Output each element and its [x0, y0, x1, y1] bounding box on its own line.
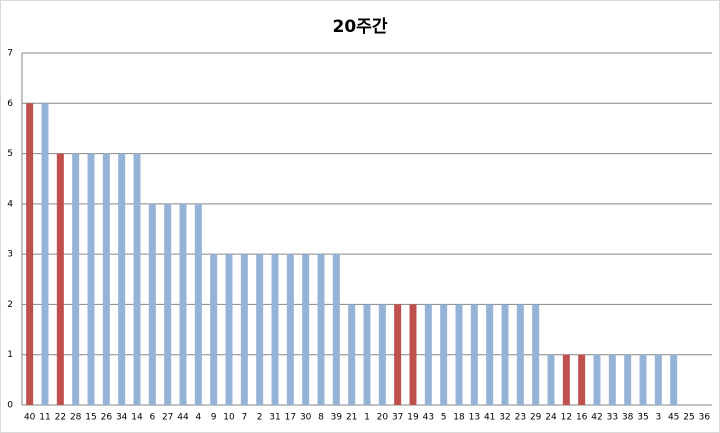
x-tick-label: 40: [24, 413, 36, 423]
bar: [256, 254, 264, 405]
x-tick-label: 36: [699, 413, 711, 423]
bar: [72, 153, 80, 405]
bar: [317, 254, 325, 405]
x-tick-label: 8: [318, 413, 324, 423]
bar: [164, 203, 172, 405]
x-tick-label: 13: [469, 413, 480, 423]
x-tick-label: 12: [561, 413, 572, 423]
bar: [133, 153, 141, 405]
bar: [501, 304, 509, 405]
bar: [41, 103, 49, 406]
x-tick-label: 1: [364, 413, 370, 423]
bar: [286, 254, 294, 405]
bar: [348, 304, 356, 405]
bar: [225, 254, 233, 405]
x-tick-label: 27: [162, 413, 173, 423]
bar: [608, 354, 616, 405]
bar: [210, 254, 218, 405]
x-tick-label: 11: [39, 413, 50, 423]
x-tick-label: 38: [622, 413, 634, 423]
bar: [194, 203, 202, 405]
bar: [532, 304, 540, 405]
bar: [378, 304, 386, 405]
bar: [547, 354, 555, 405]
bar: [363, 304, 371, 405]
bar: [87, 153, 95, 405]
bar: [148, 203, 156, 405]
x-tick-label: 39: [331, 413, 343, 423]
bar: [409, 304, 417, 405]
y-tick-label: 7: [7, 49, 13, 59]
x-tick-label: 3: [655, 413, 661, 423]
x-tick-label: 21: [346, 413, 357, 423]
bar: [179, 203, 187, 405]
x-tick-label: 23: [515, 413, 526, 423]
bar: [670, 354, 678, 405]
x-tick-label: 6: [149, 413, 155, 423]
bar: [470, 304, 478, 405]
x-tick-label: 28: [70, 413, 82, 423]
bar: [102, 153, 110, 405]
x-tick-label: 43: [423, 413, 434, 423]
bar: [394, 304, 402, 405]
bar: [302, 254, 310, 405]
bar: [56, 153, 64, 405]
bar: [455, 304, 463, 405]
bar: [240, 254, 248, 405]
x-tick-label: 18: [453, 413, 465, 423]
x-tick-label: 14: [131, 413, 143, 423]
y-tick-label: 5: [7, 149, 13, 159]
bar: [639, 354, 647, 405]
x-tick-label: 45: [668, 413, 679, 423]
bar: [271, 254, 279, 405]
x-tick-label: 32: [499, 413, 510, 423]
x-tick-label: 4: [195, 413, 201, 423]
chart-title: 20주간: [333, 17, 388, 37]
x-tick-label: 26: [101, 413, 113, 423]
x-tick-label: 22: [55, 413, 66, 423]
bar: [486, 304, 494, 405]
x-tick-label: 33: [607, 413, 618, 423]
x-tick-label: 25: [683, 413, 694, 423]
bar: [624, 354, 632, 405]
x-tick-label: 7: [241, 413, 247, 423]
bar: [424, 304, 432, 405]
x-tick-label: 10: [223, 413, 235, 423]
x-tick-label: 35: [637, 413, 648, 423]
x-tick-label: 41: [484, 413, 495, 423]
bar: [562, 354, 570, 405]
x-tick-label: 30: [300, 413, 312, 423]
bar: [332, 254, 340, 405]
bar: [26, 103, 34, 406]
x-tick-label: 37: [392, 413, 403, 423]
bar: [516, 304, 524, 405]
bar: [578, 354, 586, 405]
x-tick-label: 24: [545, 413, 557, 423]
x-tick-label: 17: [285, 413, 296, 423]
y-tick-label: 2: [7, 300, 13, 310]
y-tick-label: 4: [7, 199, 13, 209]
y-tick-label: 3: [7, 250, 13, 260]
x-tick-label: 20: [377, 413, 389, 423]
bar: [654, 354, 662, 405]
x-tick-label: 16: [576, 413, 588, 423]
x-tick-label: 2: [257, 413, 263, 423]
x-tick-label: 15: [85, 413, 96, 423]
bar: [118, 153, 126, 405]
x-tick-label: 31: [269, 413, 280, 423]
x-tick-label: 5: [441, 413, 447, 423]
y-tick-label: 0: [7, 401, 13, 411]
x-tick-label: 9: [211, 413, 217, 423]
x-tick-label: 19: [407, 413, 419, 423]
x-tick-label: 29: [530, 413, 542, 423]
x-tick-label: 34: [116, 413, 128, 423]
x-tick-label: 44: [177, 413, 189, 423]
x-tick-label: 42: [591, 413, 602, 423]
y-tick-label: 1: [7, 350, 13, 360]
bar: [440, 304, 448, 405]
bar: [593, 354, 601, 405]
y-tick-label: 6: [7, 99, 13, 109]
